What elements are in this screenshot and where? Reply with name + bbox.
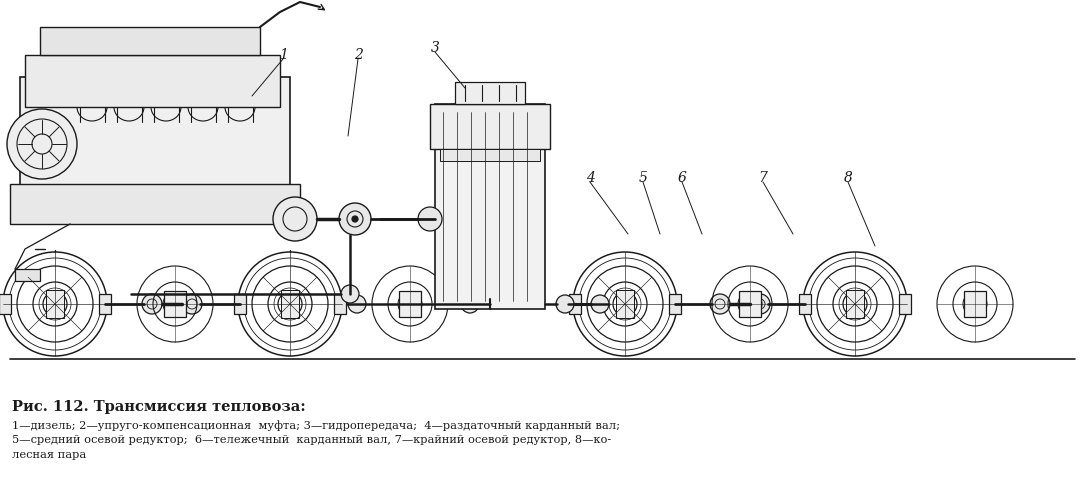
Bar [0, 294, 11, 314]
Circle shape [142, 294, 162, 314]
Circle shape [591, 295, 609, 313]
Bar [334, 294, 346, 314]
Text: 3: 3 [431, 41, 439, 55]
Bar [281, 290, 299, 318]
Circle shape [339, 203, 371, 236]
Circle shape [341, 285, 359, 304]
Bar [899, 294, 911, 314]
Bar [430, 105, 550, 150]
Text: 2: 2 [354, 48, 362, 62]
Bar [846, 290, 864, 318]
Bar [399, 291, 421, 317]
Bar [669, 294, 681, 314]
Text: 8: 8 [843, 171, 853, 184]
Bar [20, 78, 290, 215]
Bar [46, 290, 64, 318]
Text: лесная пара: лесная пара [12, 449, 86, 459]
Bar [455, 83, 525, 105]
Bar [616, 290, 634, 318]
Circle shape [461, 295, 478, 313]
Bar [441, 150, 540, 162]
Bar [963, 291, 986, 317]
Bar [15, 269, 40, 282]
Circle shape [182, 294, 202, 314]
Bar [164, 291, 186, 317]
Circle shape [418, 207, 442, 231]
Bar [739, 291, 761, 317]
Circle shape [352, 217, 358, 223]
Circle shape [348, 295, 366, 313]
Bar [40, 28, 260, 56]
Text: 4: 4 [586, 171, 595, 184]
Circle shape [556, 295, 574, 313]
Text: 5—средний осевой редуктор;  6—тележечный  карданный вал, 7—крайний осевой редукт: 5—средний осевой редуктор; 6—тележечный … [12, 434, 611, 444]
Text: Рис. 112. Трансмиссия тепловоза:: Рис. 112. Трансмиссия тепловоза: [12, 399, 306, 413]
Circle shape [7, 110, 77, 180]
Bar [799, 294, 810, 314]
Text: 6: 6 [677, 171, 687, 184]
Bar [435, 105, 545, 309]
Bar [569, 294, 580, 314]
Text: 7: 7 [758, 171, 767, 184]
Text: 5: 5 [639, 171, 648, 184]
Bar [99, 294, 111, 314]
Circle shape [750, 294, 770, 314]
Bar [234, 294, 246, 314]
Text: 1: 1 [279, 48, 288, 62]
Bar [25, 56, 280, 108]
Circle shape [710, 294, 730, 314]
Text: 1—дизель; 2—упруго-компенсационная  муфта; 3—гидропередача;  4—раздаточный карда: 1—дизель; 2—упруго-компенсационная муфта… [12, 419, 620, 430]
Bar [10, 184, 299, 224]
Circle shape [273, 198, 317, 242]
